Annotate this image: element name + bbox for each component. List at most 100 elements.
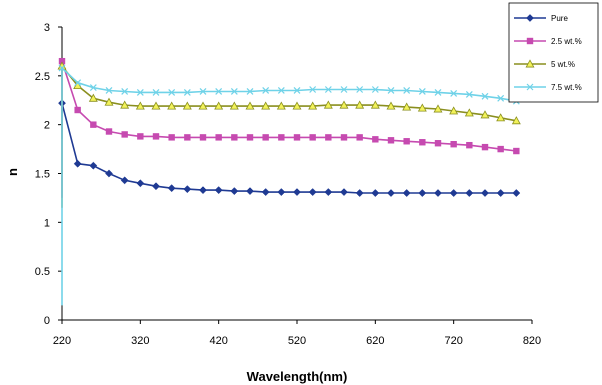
series-1-point (293, 188, 301, 197)
series-2-point (137, 133, 144, 140)
series-3 (57, 61, 521, 208)
series-1 (58, 99, 521, 197)
series-3-point (245, 101, 255, 110)
x-tick-label: 520 (288, 335, 306, 347)
series-4-point (152, 89, 160, 96)
series-2-point (121, 131, 128, 138)
series-2-point (387, 137, 395, 144)
series-4-point (246, 88, 254, 95)
series-3-point (261, 101, 271, 110)
series-2-point (340, 134, 348, 141)
series-4-point (481, 92, 489, 100)
series-1-point (308, 188, 317, 197)
series-2 (58, 57, 520, 198)
series-2-point (356, 134, 363, 141)
series-2-point (199, 134, 207, 141)
series-4-point (293, 87, 301, 94)
series-4-point (168, 89, 176, 96)
series-4-point (215, 88, 223, 95)
series-2-point (513, 147, 520, 155)
series-4-point (465, 90, 473, 98)
series-layer (57, 57, 521, 306)
series-2-point (434, 140, 442, 147)
series-4-point (74, 79, 82, 87)
series-4-point (497, 94, 505, 102)
y-tick-label: 1 (44, 217, 50, 229)
series-4-point (340, 86, 348, 93)
series-1-point (434, 189, 442, 197)
series-4-point (230, 88, 238, 95)
series-3-point (182, 101, 192, 110)
y-axis-ticks: 0 0.5 1 1.5 2 2.5 3 (35, 22, 62, 327)
legend-entry-1: Pure (514, 14, 568, 23)
series-3-point (449, 106, 459, 115)
series-2-point (278, 134, 285, 141)
series-2-point (372, 136, 379, 143)
series-3-point (229, 101, 239, 110)
legend-entry-2: 2.5 wt.% (514, 37, 582, 46)
series-3-point (198, 101, 208, 110)
series-3-point (135, 101, 145, 110)
series-4-point (309, 86, 317, 93)
series-3-point (151, 101, 161, 110)
series-1-point (183, 185, 192, 194)
legend-items: Pure 2.5 wt.% 5 wt.% 7.5 wt.% (514, 14, 582, 92)
x-tick-label: 420 (209, 335, 227, 347)
series-1-point (136, 179, 145, 188)
legend-marker (526, 37, 534, 45)
series-2-point (184, 134, 191, 141)
series-2-point (466, 141, 473, 149)
series-2-point (403, 138, 410, 145)
series-3-point (511, 116, 521, 125)
series-1-point (324, 188, 333, 197)
series-1-point (230, 187, 239, 196)
series-4-point (434, 89, 442, 96)
series-1-point (214, 186, 223, 195)
legend-label: 2.5 wt.% (551, 37, 582, 46)
series-1-point (246, 187, 254, 196)
series-4-point (136, 89, 144, 96)
series-3-point (496, 113, 506, 122)
series-4-point (371, 86, 379, 93)
legend-marker (526, 83, 534, 91)
legend-marker (525, 59, 535, 68)
series-1-point (371, 189, 380, 197)
series-1-point (402, 189, 411, 197)
x-tick-label: 220 (53, 335, 71, 347)
x-tick-label: 720 (444, 335, 462, 347)
series-3-point (355, 100, 365, 109)
series-4-point (403, 87, 411, 94)
series-1-point (120, 176, 129, 185)
legend-label: 5 wt.% (551, 60, 575, 69)
series-2-point (58, 57, 66, 65)
series-4-point (262, 87, 270, 94)
series-4-point (387, 87, 395, 94)
series-1-point (73, 159, 82, 168)
series-1-point (481, 189, 489, 197)
series-1-line (61, 102, 517, 194)
series-4-point (105, 87, 113, 94)
series-1-point (387, 189, 395, 197)
series-4-point (183, 89, 191, 96)
series-3-point (308, 101, 318, 110)
series-4-point (418, 88, 426, 95)
series-4-point (450, 89, 458, 97)
series-2-point (105, 128, 113, 135)
series-1-point (496, 189, 505, 197)
series-1-point (152, 182, 160, 191)
series-2-point (293, 134, 301, 141)
series-3-point (464, 108, 474, 117)
series-3-point (480, 110, 490, 119)
x-axis-ticks: 220 320 420 520 620 720 820 (53, 320, 541, 347)
series-2-point (152, 133, 160, 140)
series-3-point (292, 101, 302, 110)
y-tick-label: 3 (44, 22, 50, 34)
series-1-point (465, 189, 474, 197)
series-1-point (512, 189, 521, 197)
series-3-point (370, 100, 380, 109)
y-tick-label: 1.5 (35, 169, 50, 181)
legend-label: Pure (551, 14, 568, 23)
series-1-point (261, 188, 270, 197)
y-tick-label: 0 (44, 315, 50, 327)
